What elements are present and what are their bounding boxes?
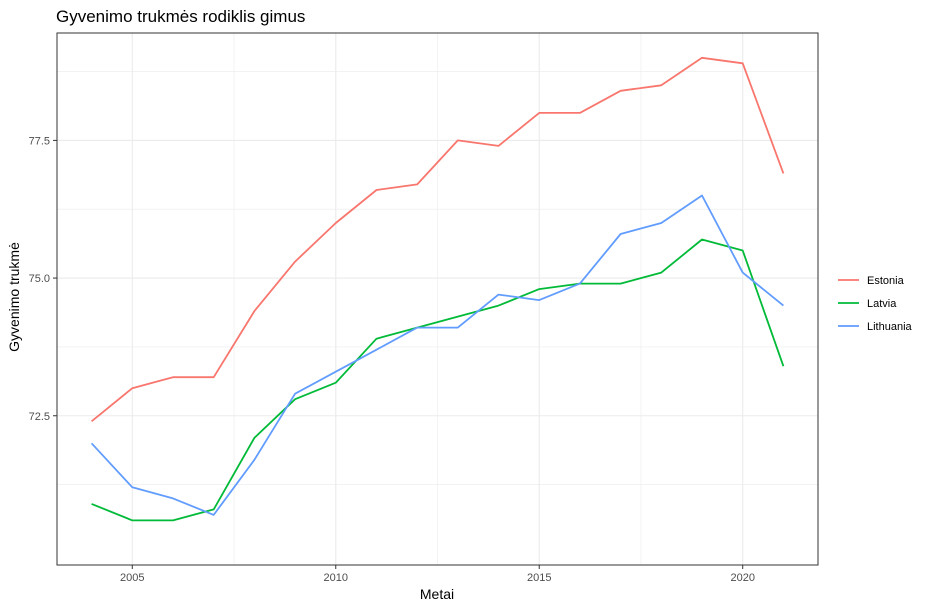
series-line-lithuania xyxy=(90,194,784,516)
major-gridlines xyxy=(57,33,818,565)
legend-label-latvia: Latvia xyxy=(867,298,897,310)
x-tick-label: 2020 xyxy=(730,572,754,584)
x-tick-label: 2005 xyxy=(120,572,144,584)
chart-title: Gyvenimo trukmės rodiklis gimus xyxy=(56,7,305,26)
y-tick-label: 72.5 xyxy=(29,411,50,423)
series-lines xyxy=(90,56,785,522)
legend-label-estonia: Estonia xyxy=(867,275,905,287)
legend: Estonia Latvia Lithuania xyxy=(838,275,913,333)
x-tick-label: 2015 xyxy=(527,572,551,584)
series-line-estonia xyxy=(91,56,785,422)
x-axis-title: Metai xyxy=(420,586,454,602)
x-tick-label: 2010 xyxy=(324,572,348,584)
y-axis-title: Gyvenimo trukmė xyxy=(6,242,22,352)
legend-label-lithuania: Lithuania xyxy=(867,321,913,333)
tick-labels: 2005 2010 2015 2020 72.5 75.0 77.5 xyxy=(29,135,755,584)
plot-panel-border xyxy=(56,32,819,566)
y-tick-label: 77.5 xyxy=(29,135,50,147)
axis-ticks xyxy=(53,139,744,569)
minor-gridlines xyxy=(57,33,818,565)
y-tick-label: 75.0 xyxy=(29,273,50,285)
